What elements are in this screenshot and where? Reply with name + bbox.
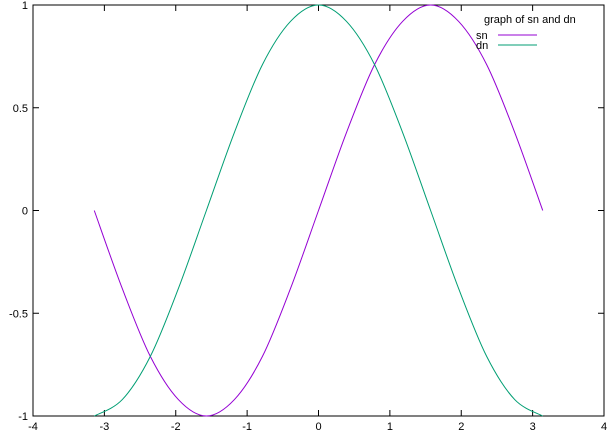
x-tick-label: -4 [28, 421, 38, 433]
x-tick-label: 1 [387, 421, 393, 433]
legend-label-dn: dn [476, 40, 488, 52]
series-line-dn [94, 4, 543, 417]
y-tick-label: 0 [22, 206, 28, 218]
axis-ticks [32, 4, 605, 417]
y-tick-label: -0.5 [9, 308, 28, 320]
legend-label-sn: sn [476, 30, 488, 42]
axis-tick-labels: -4 -3 -2 -1 0 1 2 3 4 -1 -0.5 0 0.5 1 [9, 0, 607, 433]
x-tick-label: 4 [601, 421, 607, 433]
y-tick-label: 0.5 [13, 103, 28, 115]
y-tick-label: -1 [18, 411, 28, 423]
x-tick-label: -2 [171, 421, 181, 433]
x-tick-label: 2 [458, 421, 464, 433]
x-tick-label: 3 [530, 421, 536, 433]
series-layer [93, 4, 544, 417]
series-line-sn [93, 4, 544, 417]
x-tick-label: -1 [242, 421, 252, 433]
x-tick-label: -3 [99, 421, 109, 433]
x-tick-label: 0 [315, 421, 321, 433]
y-tick-label: 1 [22, 0, 28, 12]
legend-title: graph of sn and dn [484, 14, 576, 26]
